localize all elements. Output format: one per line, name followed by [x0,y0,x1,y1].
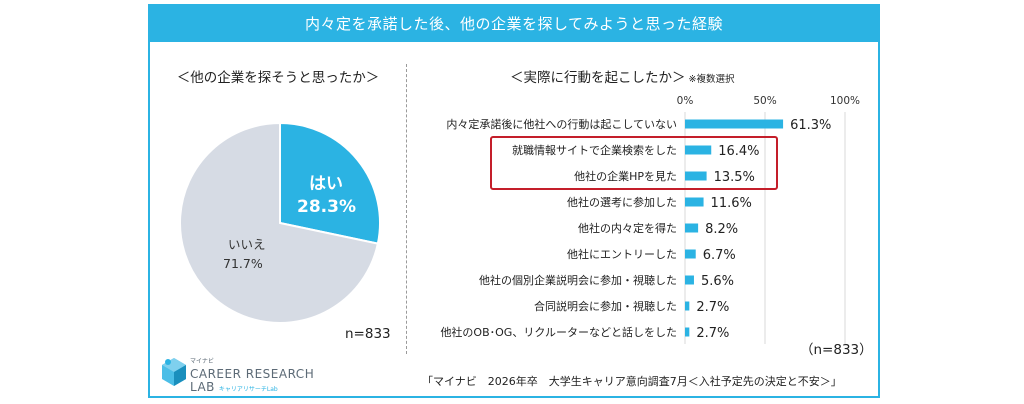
bar-category-label-1: 就職情報サイトで企業検索をした [512,143,677,157]
logo-line2: LAB [190,380,215,394]
logo-text: マイナビ CAREER RESEARCH LAB キャリアリサーチLab [190,355,314,396]
bar-value-label-1: 16.4% [718,144,759,159]
bar-3 [685,197,704,207]
bar-category-label-7: 合同説明会に参加・視聴した [534,299,677,313]
page-title: 内々定を承諾した後、他の企業を探してみようと思った経験 [150,6,878,42]
bar-category-label-0: 内々定承諾後に他社への行動は起こしていない [446,117,677,131]
x-tick-label-1: 50% [753,95,776,107]
pie-slice-1 [179,121,380,324]
pie-value-yes: 28.3% [297,197,356,217]
logo-line1: CAREER RESEARCH [190,367,315,381]
charts-svg: はい 28.3% いいえ 71.7% 0% 50% 100% 内々定承諾後に他社への行動は起こ… [179,95,860,344]
pie-label-yes: はい [309,174,343,194]
logo-kana: キャリアリサーチLab [218,386,278,393]
bar-panel-note: ※複数選択 [688,74,735,85]
bar-value-label-4: 8.2% [705,222,738,237]
bar-value-label-6: 5.6% [701,274,734,289]
bar-value-label-3: 11.6% [711,196,752,211]
x-tick-label-0: 0% [677,95,694,107]
bar-category-label-4: 他社の内々定を得た [578,221,677,235]
bar-value-label-5: 6.7% [703,248,736,263]
bar-2 [685,171,707,181]
bar-6 [685,275,694,285]
x-tick-label-2: 100% [830,95,860,107]
pie-label-no: いいえ [228,237,266,252]
bar-7 [685,301,690,311]
pie-panel-title: ＜他の企業を探そうと思ったか＞ [176,70,380,86]
logo-top: マイナビ [190,358,214,365]
bar-category-label-2: 他社の企業HPを見た [574,169,677,183]
bar-category-label-6: 他社の個別企業説明会に参加・視聴した [479,273,677,287]
bar-1 [685,145,712,155]
bar-value-label-7: 2.7% [696,300,729,315]
chart-frame: 内々定を承諾した後、他の企業を探してみようと思った経験 ＜他の企業を探そうと思っ… [148,4,880,398]
bar-8 [685,327,690,337]
bar-panel-title-text: ＜実際に行動を起こしたか＞ [510,70,686,86]
bar-value-label-8: 2.7% [696,326,729,341]
highlight-box [490,136,778,190]
bar-panel-title: ＜実際に行動を起こしたか＞ ※複数選択 [510,66,734,86]
bar-category-label-3: 他社の選考に参加した [567,195,677,209]
logo-icon [162,358,186,386]
logo: マイナビ CAREER RESEARCH LAB キャリアリサーチLab [160,354,320,394]
bar-value-label-2: 13.5% [714,170,755,185]
pie-value-no: 71.7% [223,256,263,271]
source-note: 「マイナビ 2026年卒 大学生キャリア意向調査7月＜入社予定先の決定と不安＞」 [422,375,842,388]
pie-n-label: n=833 [345,326,391,342]
panel-divider [406,64,407,354]
bar-category-label-5: 他社にエントリーした [567,247,677,261]
bar-n-label: （n=833） [800,342,873,358]
bar-5 [685,249,696,259]
bar-0 [685,119,784,129]
bar-category-label-8: 他社のOB･OG、リクルーターなどと話しをした [440,325,677,339]
bar-value-label-0: 61.3% [790,118,831,133]
bar-4 [685,223,699,233]
pie-slice-0 [279,121,381,245]
